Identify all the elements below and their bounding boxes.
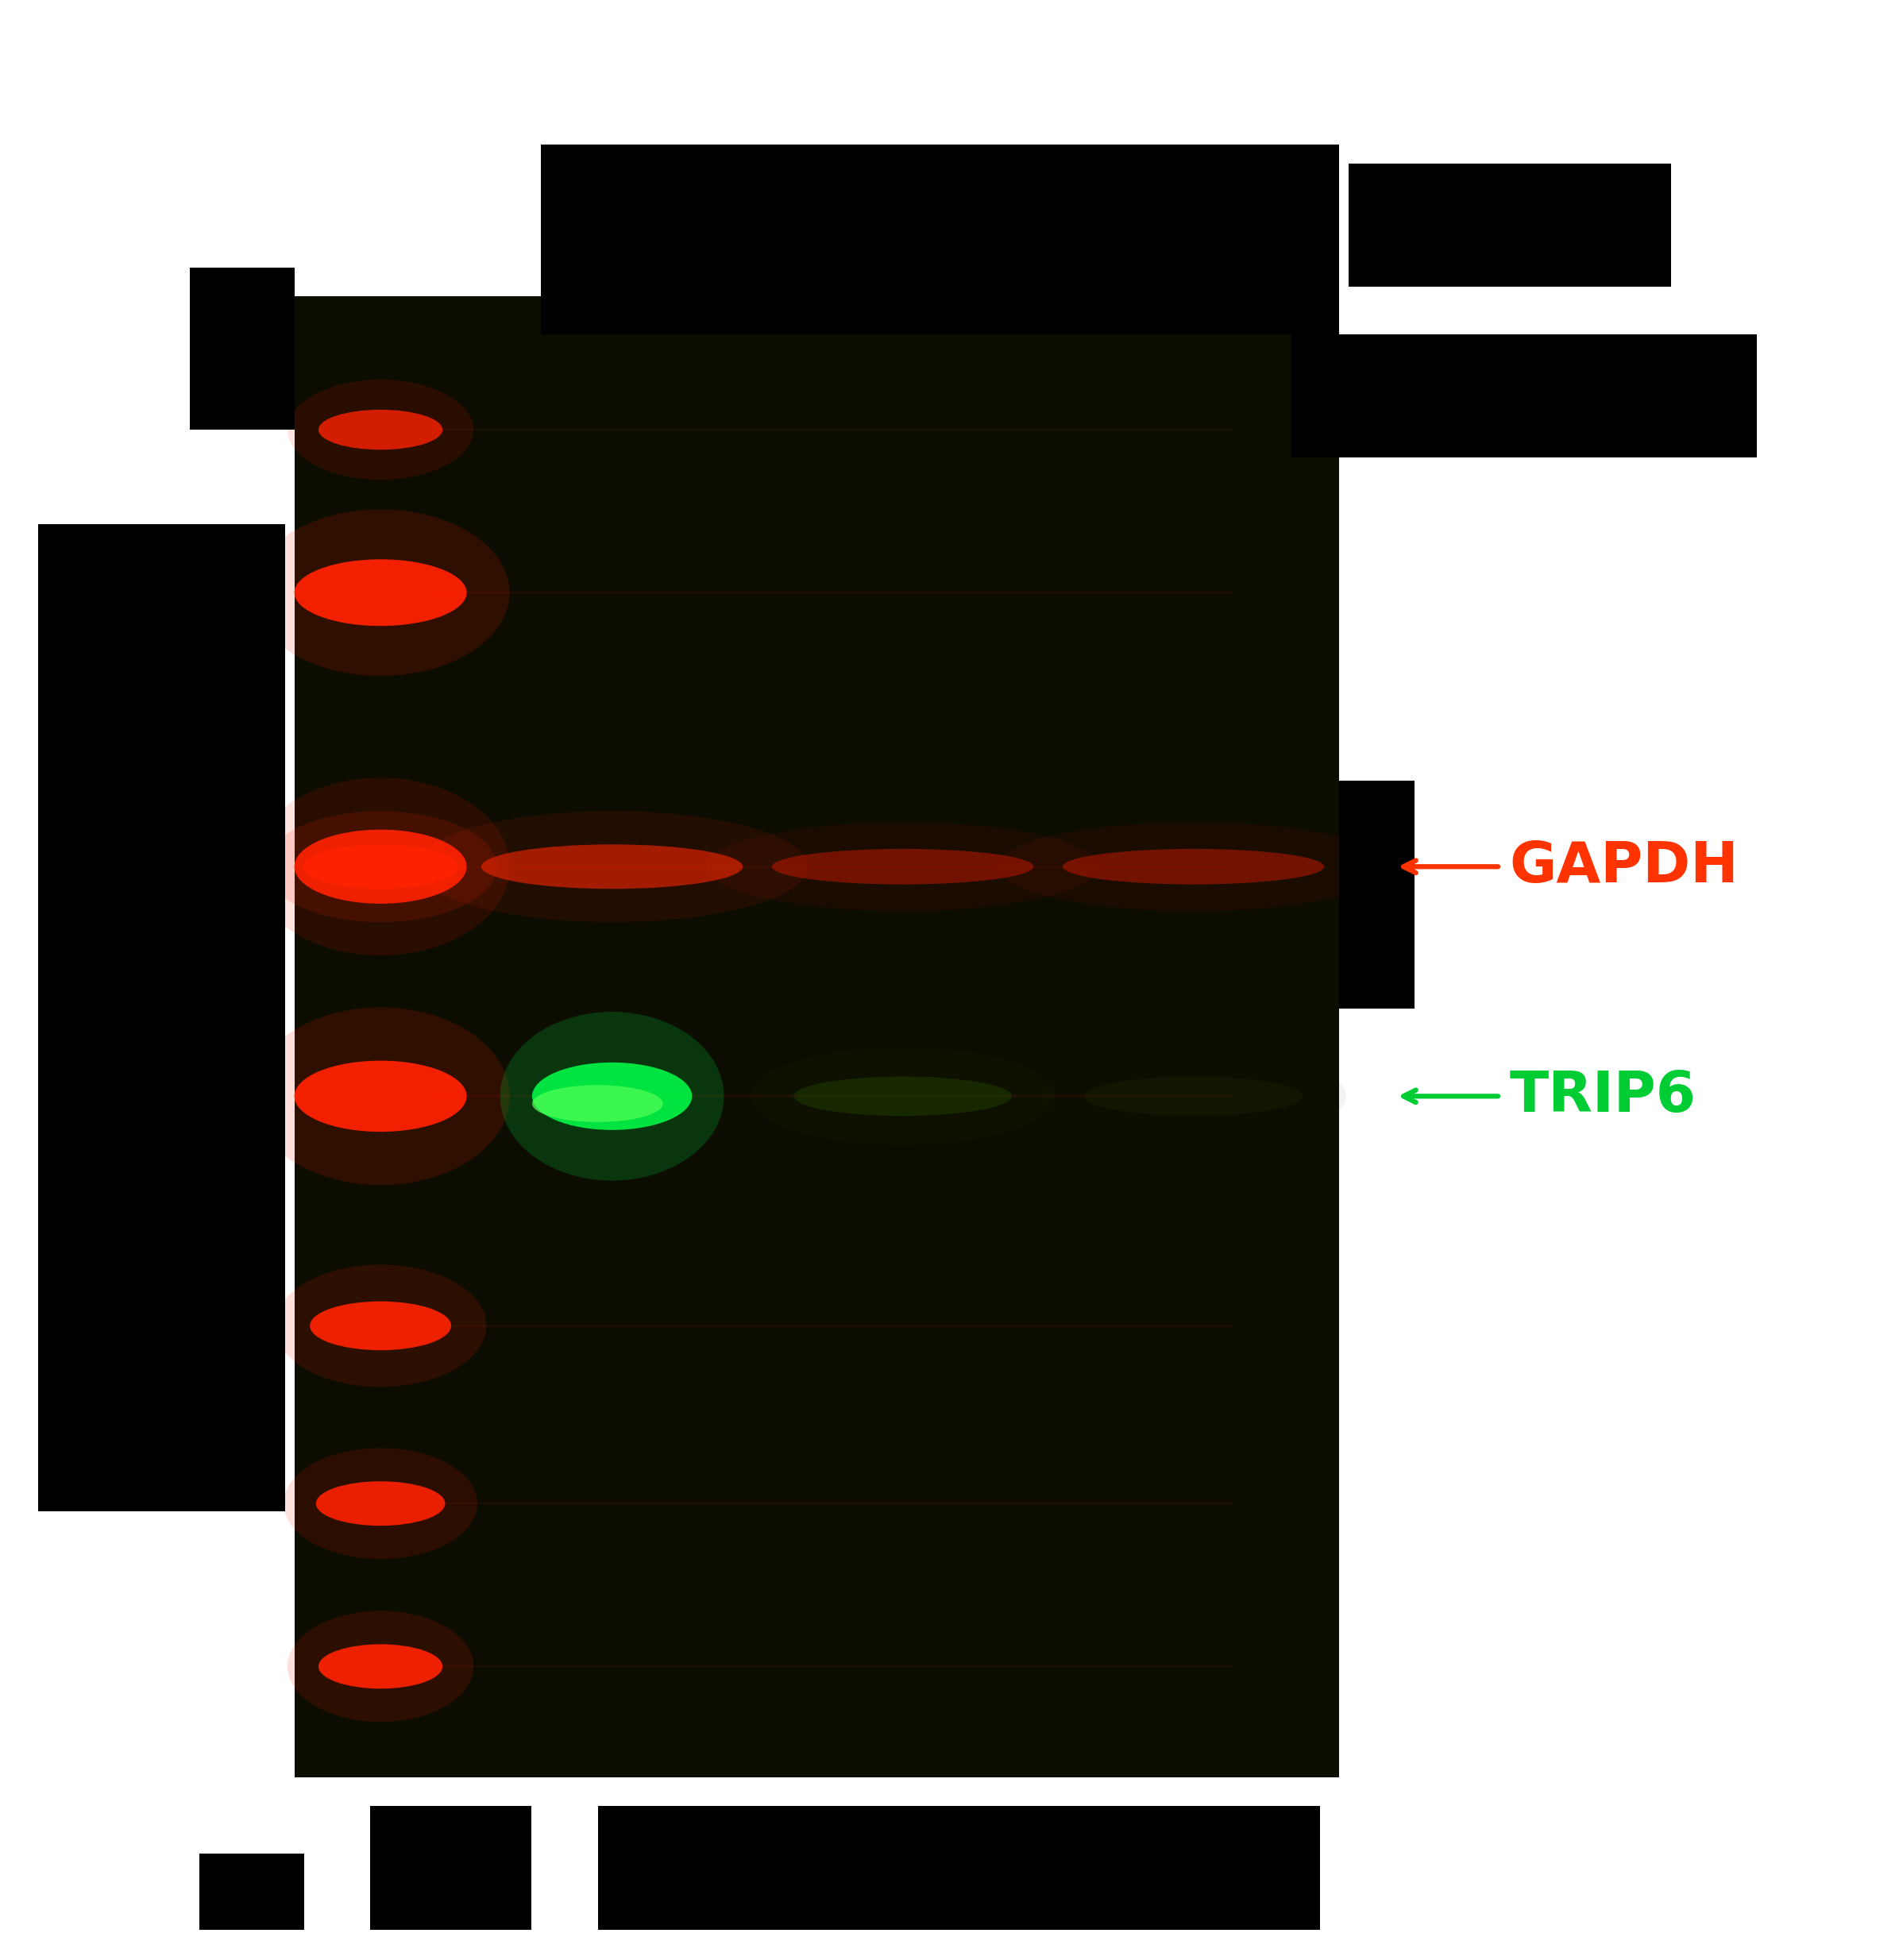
Bar: [598, 1805, 1320, 1929]
Ellipse shape: [294, 829, 467, 904]
Ellipse shape: [251, 510, 509, 676]
Bar: [1339, 780, 1415, 1009]
Ellipse shape: [1084, 1076, 1303, 1115]
Bar: [294, 296, 1339, 1778]
Bar: [190, 269, 294, 429]
Bar: [199, 1854, 304, 1929]
Ellipse shape: [283, 1448, 477, 1558]
Ellipse shape: [294, 559, 467, 625]
Bar: [541, 145, 1339, 335]
Ellipse shape: [1063, 849, 1324, 884]
Ellipse shape: [304, 845, 458, 888]
Ellipse shape: [499, 1011, 724, 1180]
Ellipse shape: [532, 1062, 691, 1131]
Ellipse shape: [294, 1060, 467, 1131]
Text: GAPDH: GAPDH: [1510, 839, 1739, 894]
Ellipse shape: [310, 1301, 452, 1350]
Bar: [1291, 335, 1757, 459]
Ellipse shape: [275, 1264, 486, 1388]
Ellipse shape: [287, 1611, 473, 1723]
Bar: [38, 523, 285, 1511]
Ellipse shape: [416, 811, 809, 923]
Bar: [1348, 163, 1671, 286]
Ellipse shape: [287, 380, 473, 480]
Ellipse shape: [771, 849, 1033, 884]
Ellipse shape: [706, 821, 1100, 911]
Ellipse shape: [264, 811, 498, 923]
Ellipse shape: [251, 778, 509, 956]
Ellipse shape: [251, 1007, 509, 1186]
Ellipse shape: [997, 821, 1390, 911]
Ellipse shape: [1041, 1047, 1346, 1145]
Bar: [370, 1805, 532, 1929]
Ellipse shape: [794, 1076, 1012, 1115]
Ellipse shape: [315, 1482, 444, 1525]
Text: TRIP6: TRIP6: [1510, 1068, 1696, 1123]
Ellipse shape: [319, 1644, 442, 1690]
Ellipse shape: [532, 1086, 663, 1123]
Ellipse shape: [750, 1047, 1056, 1145]
Ellipse shape: [319, 410, 442, 449]
Ellipse shape: [480, 845, 743, 888]
